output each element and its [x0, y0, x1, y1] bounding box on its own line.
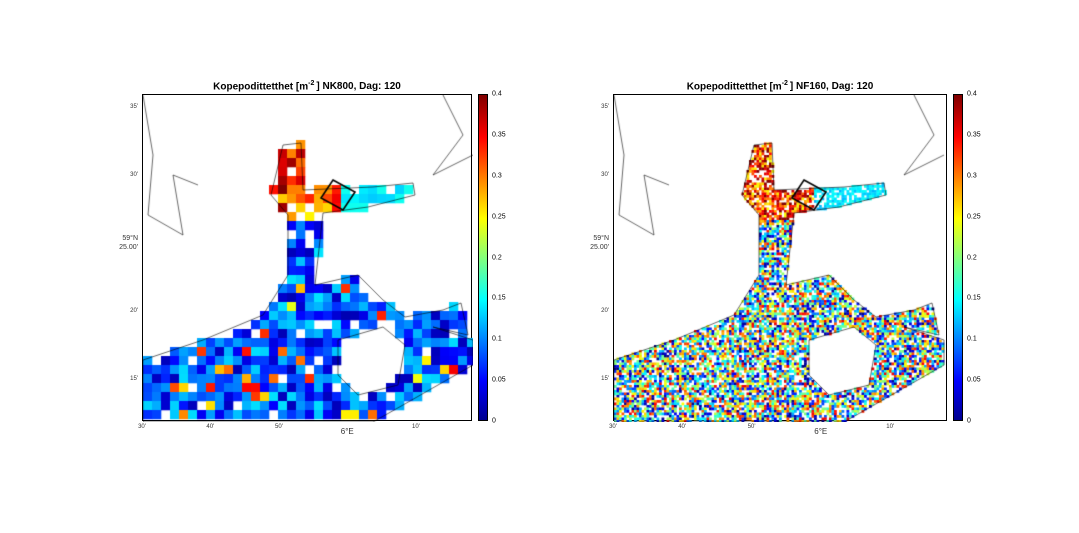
- density-field-nf160: [614, 95, 948, 422]
- colorbar-tick-label: 0.35: [492, 131, 506, 139]
- x-tick-label: 40': [678, 424, 687, 430]
- colorbar-tick-label: 0.4: [492, 90, 502, 98]
- title-exponent: -2: [781, 80, 788, 87]
- panel-title: Kopepodittetthet [m-2] NK800, Dag: 120: [213, 80, 401, 92]
- colorbar-tick-label: 0.1: [967, 335, 977, 343]
- colorbar-tick-label: 0.25: [492, 213, 506, 221]
- colorbar-tick-label: 0: [967, 417, 971, 425]
- x-tick-label: 40': [206, 424, 215, 430]
- title-exponent: -2: [308, 80, 315, 87]
- title-suffix: ] NF160, Dag: 120: [789, 81, 874, 93]
- colorbar-tick-label: 0.15: [492, 294, 506, 302]
- colorbar-tick-label: 0.2: [492, 254, 502, 261]
- x-axis-label: 6°E: [814, 427, 828, 436]
- y-tick-label: 15': [601, 376, 609, 382]
- colorbar-tick-label: 0: [492, 417, 496, 425]
- y-tick-label: 20': [130, 308, 138, 314]
- colorbar-tick-label: 0.05: [492, 376, 506, 384]
- y-tick-label: 30': [130, 172, 138, 178]
- title-prefix: Kopepodittetthet [m: [213, 81, 309, 93]
- y-label-line1: 59°N: [122, 235, 138, 242]
- x-tick-label: 10': [411, 424, 420, 430]
- colorbar: [478, 94, 488, 421]
- x-tick-label: 50': [747, 424, 756, 430]
- colorbar-tick-label: 0.3: [967, 172, 977, 180]
- x-tick-label: 10': [886, 424, 895, 430]
- x-tick-label: 30': [609, 424, 617, 430]
- colorbar-tick-label: 0.2: [967, 254, 977, 261]
- y-tick-label: 20': [601, 308, 609, 314]
- colorbar-tick-label: 0.05: [967, 376, 981, 384]
- y-tick-label: 15': [130, 376, 138, 382]
- y-tick-label: 35': [601, 104, 609, 110]
- x-tick-label: 30': [138, 424, 146, 430]
- title-suffix: ] NK800, Dag: 120: [316, 81, 401, 93]
- colorbar-tick-label: 0.15: [967, 294, 981, 302]
- density-field-nk800: [143, 95, 473, 422]
- title-prefix: Kopepodittetthet [m: [686, 81, 782, 93]
- y-axis-label: 59°N 25.00': [590, 234, 609, 252]
- y-label-line2: 25.00': [590, 244, 609, 251]
- colorbar-tick-label: 0.4: [967, 90, 977, 98]
- colorbar-tick-label: 0.3: [492, 172, 502, 180]
- y-tick-label: 35': [130, 104, 138, 110]
- x-axis-label: 6°E: [340, 427, 354, 436]
- panel-title: Kopepodittetthet [m-2] NF160, Dag: 120: [687, 80, 874, 92]
- colorbar-tick-label: 0.1: [492, 335, 502, 343]
- colorbar: [953, 94, 963, 421]
- map-axes: [613, 94, 948, 422]
- y-label-line1: 59°N: [593, 235, 609, 242]
- colorbar-tick-label: 0.25: [967, 213, 981, 221]
- x-tick-label: 50': [275, 424, 283, 430]
- y-axis-label: 59°N 25.00': [119, 234, 138, 252]
- y-tick-label: 30': [601, 172, 609, 178]
- map-axes: [142, 94, 473, 422]
- colorbar-tick-label: 0.35: [967, 131, 981, 139]
- y-label-line2: 25.00': [119, 244, 138, 251]
